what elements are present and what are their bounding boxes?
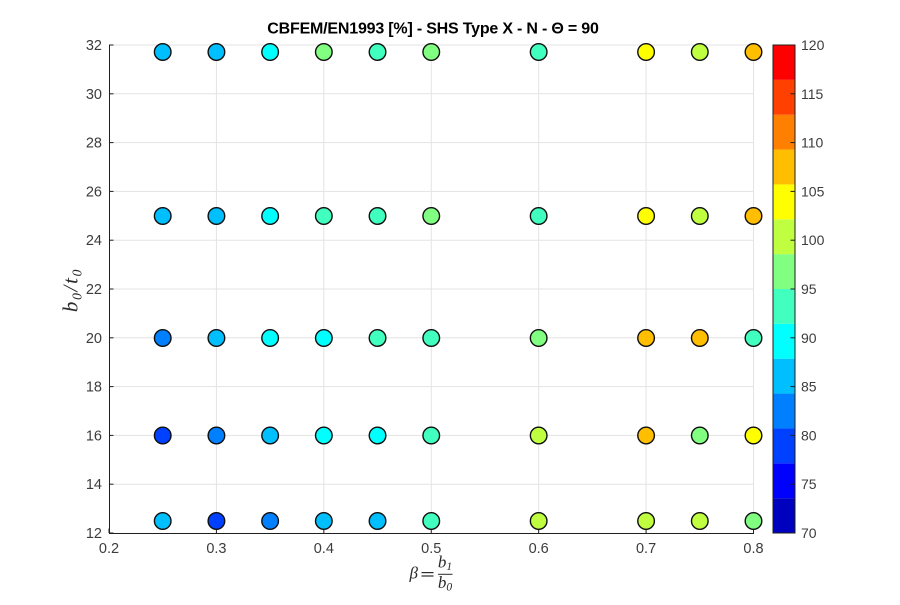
svg-text:b0/t0: b0/t0: [59, 268, 85, 312]
svg-text:120: 120: [801, 37, 825, 53]
svg-text:24: 24: [86, 233, 102, 249]
svg-text:26: 26: [86, 184, 102, 200]
svg-text:0.3: 0.3: [206, 541, 226, 557]
svg-text:20: 20: [86, 331, 102, 347]
svg-text:100: 100: [801, 232, 825, 248]
svg-text:28: 28: [86, 136, 102, 152]
svg-text:80: 80: [801, 427, 817, 443]
svg-text:32: 32: [86, 38, 102, 54]
svg-text:105: 105: [801, 183, 825, 199]
svg-text:12: 12: [86, 526, 102, 542]
svg-text:90: 90: [801, 330, 817, 346]
svg-text:CBFEM/EN1993 [%] - SHS Type X: CBFEM/EN1993 [%] - SHS Type X - N - Θ = …: [267, 21, 599, 38]
svg-text:14: 14: [86, 477, 102, 493]
svg-text:115: 115: [801, 86, 824, 102]
svg-text:0.2: 0.2: [99, 541, 119, 557]
svg-text:70: 70: [801, 525, 817, 541]
svg-text:110: 110: [801, 135, 824, 151]
svg-text:16: 16: [86, 428, 102, 444]
svg-text:0.7: 0.7: [636, 541, 656, 557]
svg-text:0.8: 0.8: [743, 541, 763, 557]
svg-text:0.5: 0.5: [421, 541, 441, 557]
svg-text:0.4: 0.4: [314, 541, 334, 557]
svg-text:95: 95: [801, 281, 817, 297]
svg-text:0.6: 0.6: [529, 541, 549, 557]
svg-text:β: β: [409, 564, 419, 583]
svg-text:30: 30: [86, 87, 102, 103]
svg-text:18: 18: [86, 380, 102, 396]
svg-text:75: 75: [801, 476, 817, 492]
svg-text:22: 22: [86, 282, 102, 298]
svg-text:85: 85: [801, 379, 817, 395]
